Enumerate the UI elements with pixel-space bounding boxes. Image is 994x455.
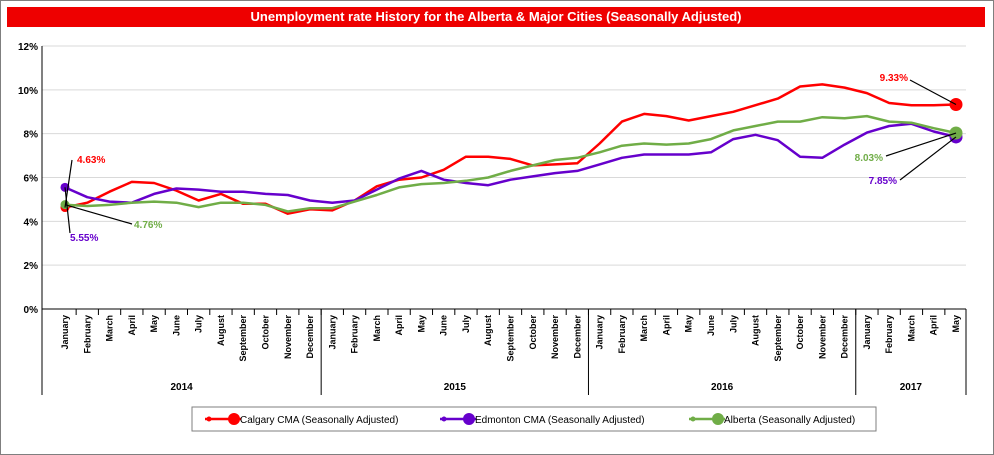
y-tick-label: 10% [18, 86, 38, 97]
x-tick-label: January [862, 315, 872, 350]
y-tick-label: 0% [24, 305, 39, 316]
x-tick-label: July [461, 315, 471, 333]
year-label: 2016 [711, 382, 734, 393]
leader-line [909, 79, 957, 106]
x-tick-label: April [127, 315, 137, 336]
legend-swatch-dot [206, 416, 212, 422]
x-tick-label: March [372, 315, 382, 342]
x-tick-label: December [305, 315, 315, 359]
x-tick-label: August [216, 315, 226, 346]
y-tick-label: 6% [24, 174, 39, 185]
x-tick-label: May [149, 315, 159, 333]
x-tick-label: August [751, 315, 761, 346]
x-tick-label: February [82, 315, 92, 354]
x-tick-label: December [572, 315, 582, 359]
x-tick-label: April [394, 315, 404, 336]
x-tick-label: January [60, 315, 70, 350]
legend-label: Alberta (Seasonally Adjusted) [724, 415, 855, 426]
series-line [64, 122, 957, 204]
x-tick-label: March [906, 315, 916, 342]
x-tick-label: June [171, 315, 181, 336]
legend-swatch-marker [712, 413, 724, 425]
x-tick-label: May [416, 315, 426, 333]
legend-swatch-dot [690, 416, 696, 422]
start-value-label: 4.63% [77, 155, 105, 166]
legend-swatch-dot [441, 416, 447, 422]
series-line [64, 114, 957, 213]
y-tick-label: 8% [24, 130, 39, 141]
x-tick-label: January [595, 315, 605, 350]
x-tick-label: April [661, 315, 671, 336]
leader-line [64, 204, 133, 225]
x-tick-label: April [929, 315, 939, 336]
x-tick-label: November [550, 315, 560, 360]
x-tick-label: October [528, 315, 538, 350]
chart-title: Unemployment rate History for the Albert… [7, 7, 985, 27]
x-tick-label: July [728, 315, 738, 333]
end-value-label: 9.33% [880, 73, 908, 84]
x-tick-label: March [105, 315, 115, 342]
end-value-label: 7.85% [869, 176, 897, 187]
x-tick-label: December [840, 315, 850, 359]
x-tick-label: May [684, 315, 694, 333]
leader-line [64, 187, 71, 234]
year-label: 2015 [444, 382, 467, 393]
start-value-label: 4.76% [134, 220, 162, 231]
x-tick-label: July [194, 315, 204, 333]
y-tick-label: 2% [24, 261, 39, 272]
y-tick-label: 4% [24, 217, 39, 228]
x-tick-label: May [951, 315, 961, 333]
legend-label: Edmonton CMA (Seasonally Adjusted) [475, 415, 645, 426]
legend-box [191, 406, 877, 432]
x-tick-label: February [617, 315, 627, 354]
x-tick-label: February [350, 315, 360, 354]
year-label: 2014 [170, 382, 193, 393]
x-tick-label: September [506, 315, 516, 362]
legend-swatch-marker [228, 413, 240, 425]
y-tick-label: 12% [18, 42, 38, 53]
legend-label: Calgary CMA (Seasonally Adjusted) [240, 415, 398, 426]
x-tick-label: November [283, 315, 293, 360]
leader-line [899, 136, 957, 181]
legend-swatch-marker [463, 413, 475, 425]
year-label: 2017 [900, 382, 923, 393]
x-tick-label: March [639, 315, 649, 342]
x-tick-label: October [795, 315, 805, 350]
series-line [64, 83, 957, 215]
x-tick-label: February [884, 315, 894, 354]
x-tick-label: September [773, 315, 783, 362]
end-value-label: 8.03% [855, 153, 883, 164]
leader-line [885, 132, 957, 157]
x-tick-label: September [238, 315, 248, 362]
x-tick-label: January [327, 315, 337, 350]
start-value-label: 5.55% [70, 233, 98, 244]
x-tick-label: June [439, 315, 449, 336]
x-tick-label: June [706, 315, 716, 336]
x-tick-label: August [483, 315, 493, 346]
x-tick-label: November [817, 315, 827, 360]
x-tick-label: October [260, 315, 270, 350]
